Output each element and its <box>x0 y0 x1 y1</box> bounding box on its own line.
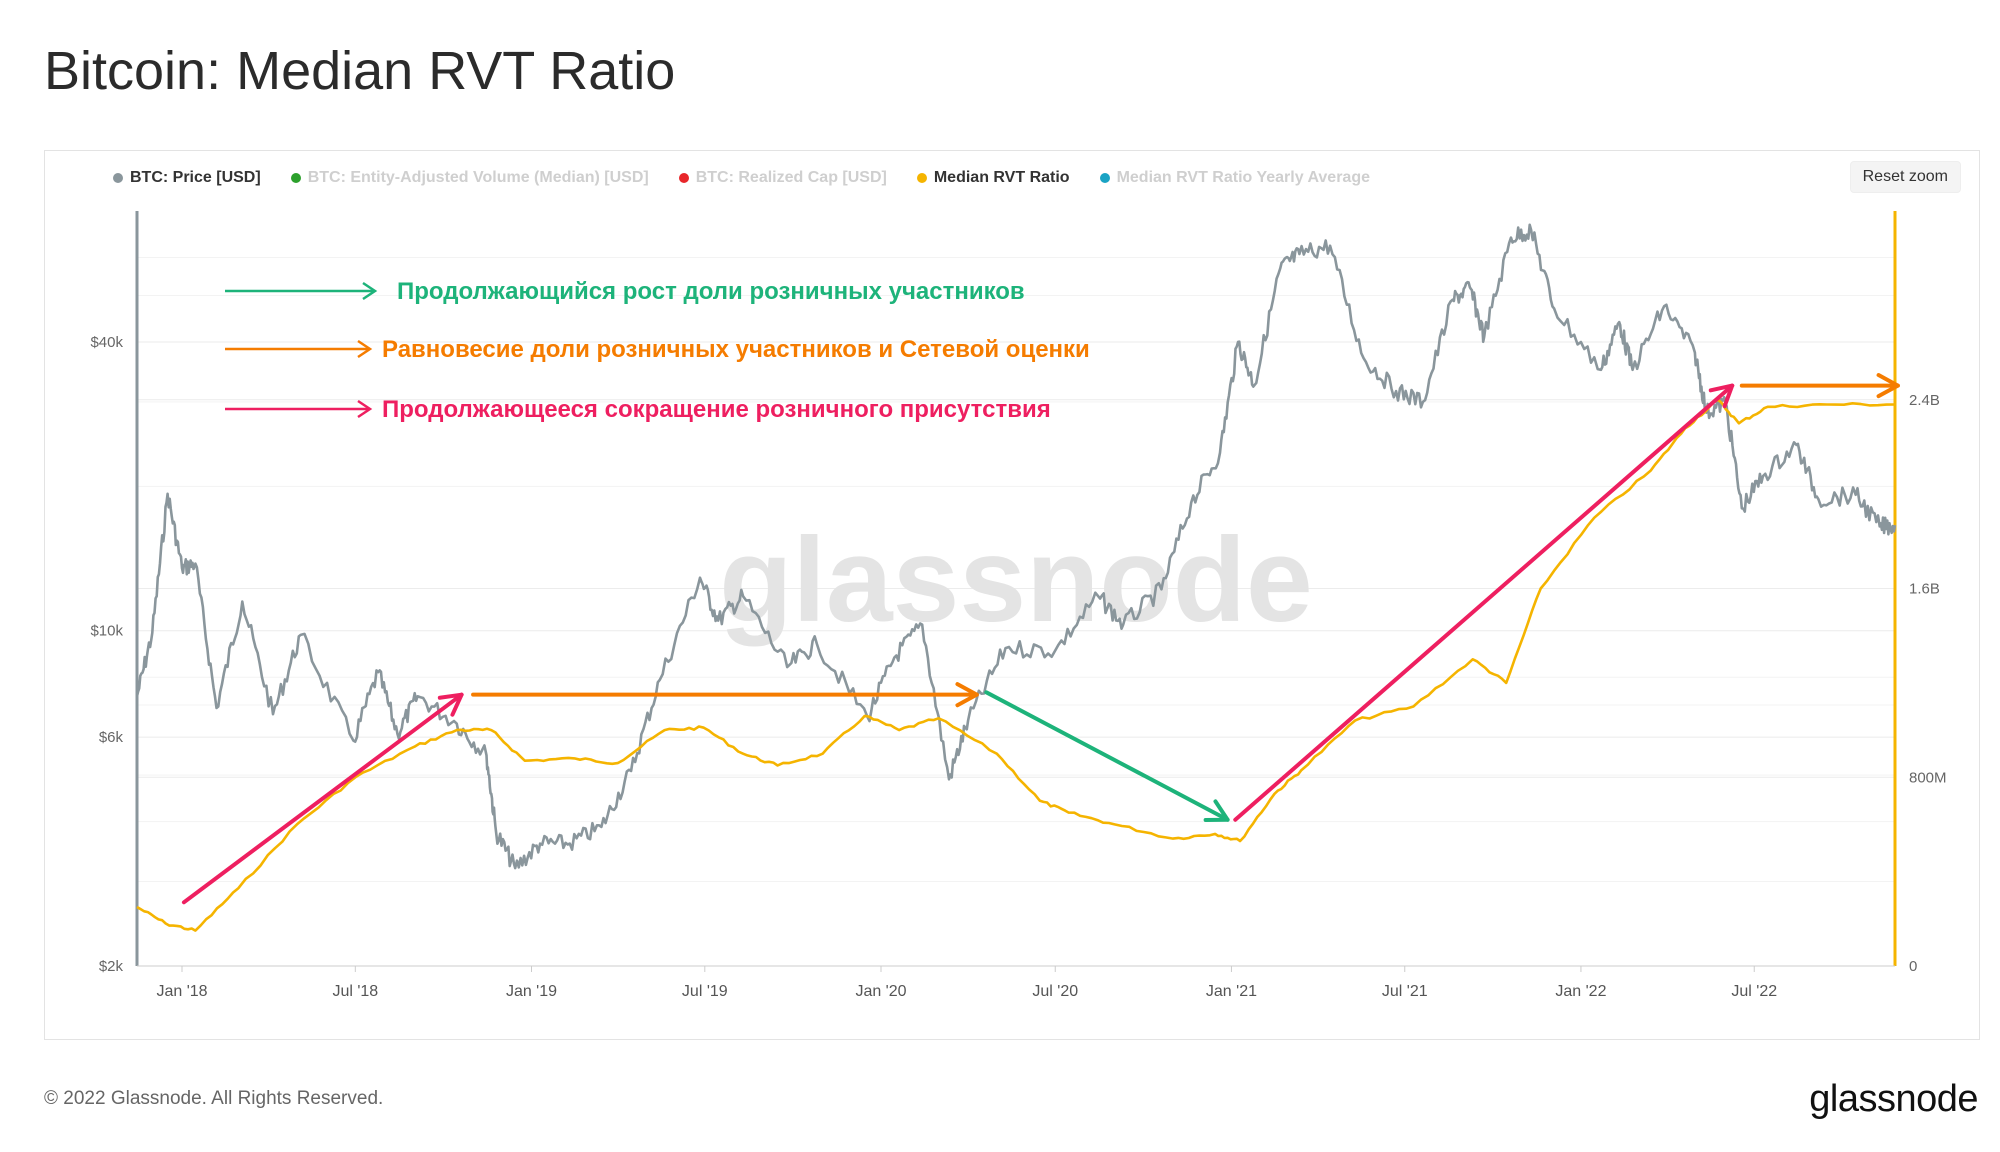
x-tick-label: Jan '19 <box>506 983 557 1000</box>
reset-zoom-button[interactable]: Reset zoom <box>1849 161 1961 193</box>
y-left-tick-label: $2k <box>99 958 124 975</box>
annotation-arrowhead-3 <box>1708 383 1735 409</box>
legend-dot-icon <box>916 173 927 183</box>
watermark: glassnode <box>719 513 1313 647</box>
annotation-key-arrowhead-1 <box>357 339 373 359</box>
annotation-arrowhead-2 <box>1203 799 1230 823</box>
legend-dot-icon <box>678 173 689 183</box>
annotation-arrowhead-4 <box>1876 373 1900 399</box>
legend-label: BTC: Price [USD] <box>130 169 261 186</box>
x-tick-label: Jul '19 <box>682 983 728 1000</box>
legend-item-4[interactable]: Median RVT Ratio Yearly Average <box>1099 169 1370 187</box>
annotation-key-arrowhead-2 <box>357 399 373 419</box>
annotation-text-1: Равновесие доли розничных участников и С… <box>382 336 1090 363</box>
x-tick-label: Jul '18 <box>332 983 378 1000</box>
y-left-tick-label: $40k <box>90 334 123 351</box>
annotation-text-0: Продолжающийся рост доли розничных участ… <box>397 278 1025 305</box>
x-tick-label: Jan '22 <box>1555 983 1606 1000</box>
x-tick-label: Jul '20 <box>1032 983 1078 1000</box>
legend-dot-icon <box>1099 173 1110 183</box>
y-left-tick-label: $6k <box>99 729 124 746</box>
legend-label: Median RVT Ratio <box>933 169 1070 186</box>
footer-copyright: © 2022 Glassnode. All Rights Reserved. <box>44 1088 384 1109</box>
y-left-tick-label: $10k <box>90 623 123 640</box>
legend-label: BTC: Realized Cap [USD] <box>695 169 887 186</box>
x-tick-label: Jul '21 <box>1382 983 1428 1000</box>
chart-legend: BTC: Price [USD] BTC: Entity-Adjusted Vol… <box>113 169 1370 187</box>
x-tick-label: Jan '21 <box>1206 983 1257 1000</box>
legend-item-1[interactable]: BTC: Entity-Adjusted Volume (Median) [US… <box>290 169 649 187</box>
legend-dot-icon <box>290 173 301 183</box>
chart-container: glassnode $2k $6k $10k $40k 0 800M 1.6B 2.4B Jan … <box>44 150 1980 1040</box>
y-right-tick-label: 800M <box>1909 769 1947 786</box>
legend-item-0[interactable]: BTC: Price [USD] <box>113 169 261 187</box>
x-tick-label: Jan '18 <box>156 983 207 1000</box>
annotation-arrow-2 <box>984 690 1230 822</box>
rvt-series-line[interactable] <box>136 398 1896 932</box>
y-right-tick-label: 2.4B <box>1909 392 1940 409</box>
legend-item-3[interactable]: Median RVT Ratio <box>916 169 1070 187</box>
annotation-arrowhead-1 <box>955 682 979 708</box>
annotation-key-arrowhead-0 <box>362 281 378 301</box>
annotation-arrowhead-0 <box>437 692 464 717</box>
legend-label: Median RVT Ratio Yearly Average <box>1116 169 1370 186</box>
legend-label: BTC: Entity-Adjusted Volume (Median) [US… <box>307 169 649 186</box>
x-tick-label: Jul '22 <box>1731 983 1777 1000</box>
legend-dot-icon <box>113 173 123 183</box>
x-tick-label: Jan '20 <box>855 983 906 1000</box>
price-series-line[interactable] <box>135 223 1897 870</box>
chart-plot[interactable]: glassnode $2k $6k $10k $40k 0 800M 1.6B 2.4B Jan … <box>45 151 1981 1041</box>
glassnode-logo: glassnode <box>1809 1078 1978 1120</box>
y-right-tick-label: 0 <box>1909 958 1917 975</box>
legend-item-2[interactable]: BTC: Realized Cap [USD] <box>678 169 887 187</box>
page-title: Bitcoin: Median RVT Ratio <box>44 41 676 101</box>
annotation-text-2: Продолжающееся сокращение розничного при… <box>382 396 1051 423</box>
annotation-arrow-3 <box>1233 383 1735 822</box>
annotation-arrow-0 <box>181 692 464 905</box>
y-right-tick-label: 1.6B <box>1909 581 1940 598</box>
